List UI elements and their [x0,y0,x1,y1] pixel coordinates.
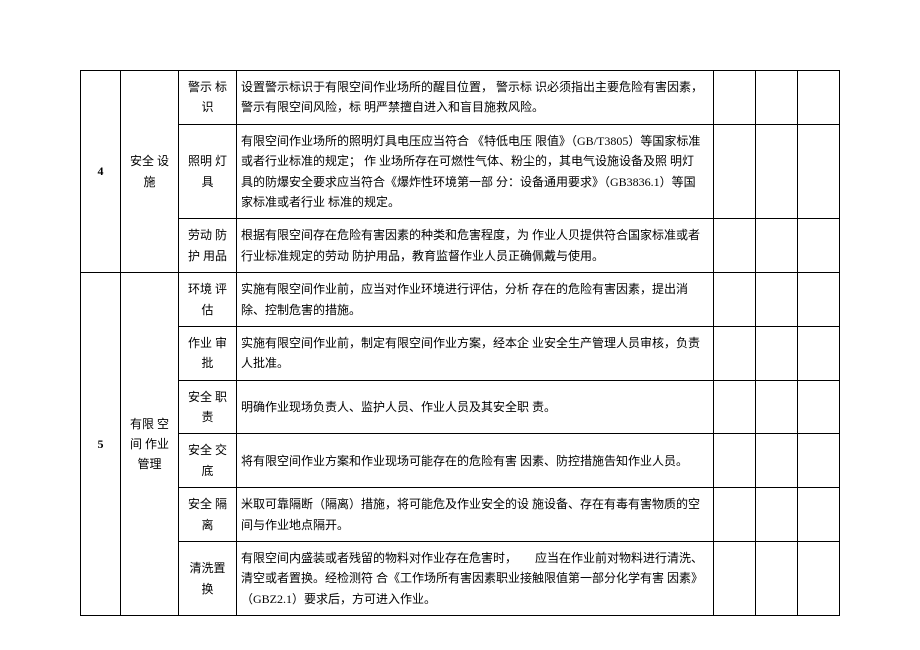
row-subcategory: 清洗置换 [179,542,237,616]
row-description: 有限空间内盛装或者残留的物料对作业存在危害时， 应当在作业前对物料进行清洗、清空… [237,542,714,616]
row-number: 5 [81,273,121,616]
empty-cell [714,542,756,616]
row-description: 米取可靠隔断（隔离）措施，将可能危及作业安全的设 施设备、存在有毒有害物质的空间… [237,488,714,542]
safety-table: 4 安全 设施 警示 标识 设置警示标识于有限空间作业场所的醒目位置， 警示标 … [80,70,840,616]
table-row: 安全 隔离 米取可靠隔断（隔离）措施，将可能危及作业安全的设 施设备、存在有毒有… [81,488,840,542]
row-category: 有限 空间 作业管理 [121,273,179,616]
empty-cell [756,219,798,273]
empty-cell [798,326,840,380]
empty-cell [714,71,756,125]
table-row: 4 安全 设施 警示 标识 设置警示标识于有限空间作业场所的醒目位置， 警示标 … [81,71,840,125]
table-row: 作业 审批 实施有限空间作业前，制定有限空间作业方案，经本企 业安全生产管理人员… [81,326,840,380]
row-subcategory: 环境 评估 [179,273,237,327]
empty-cell [714,488,756,542]
empty-cell [714,219,756,273]
row-subcategory: 安全 交底 [179,434,237,488]
row-description: 明确作业现场负责人、监护人员、作业人员及其安全职 责。 [237,380,714,434]
empty-cell [756,326,798,380]
row-category: 安全 设施 [121,71,179,273]
table-row: 劳动 防护 用品 根据有限空间存在危险有害因素的种类和危害程度，为 作业人贝提供… [81,219,840,273]
row-description: 有限空间作业场所的照明灯具电压应当符合 《特低电压 限值》（GB/T3805）等… [237,124,714,219]
empty-cell [798,273,840,327]
empty-cell [714,434,756,488]
empty-cell [798,124,840,219]
table-row: 5 有限 空间 作业管理 环境 评估 实施有限空间作业前，应当对作业环境进行评估… [81,273,840,327]
empty-cell [756,273,798,327]
row-subcategory: 劳动 防护 用品 [179,219,237,273]
row-description: 实施有限空间作业前，应当对作业环境进行评估，分析 存在的危险有害因素，提出消除、… [237,273,714,327]
empty-cell [756,71,798,125]
row-subcategory: 照明 灯具 [179,124,237,219]
row-description: 设置警示标识于有限空间作业场所的醒目位置， 警示标 识必须指出主要危险有害因素，… [237,71,714,125]
row-description: 将有限空间作业方案和作业现场可能存在的危险有害 因素、防控措施告知作业人员。 [237,434,714,488]
table-row: 照明 灯具 有限空间作业场所的照明灯具电压应当符合 《特低电压 限值》（GB/T… [81,124,840,219]
empty-cell [798,380,840,434]
table-row: 安全 职责 明确作业现场负责人、监护人员、作业人员及其安全职 责。 [81,380,840,434]
empty-cell [798,488,840,542]
empty-cell [756,542,798,616]
empty-cell [756,380,798,434]
row-subcategory: 安全 隔离 [179,488,237,542]
empty-cell [714,273,756,327]
row-subcategory: 安全 职责 [179,380,237,434]
empty-cell [714,380,756,434]
row-description: 实施有限空间作业前，制定有限空间作业方案，经本企 业安全生产管理人员审核，负责人… [237,326,714,380]
empty-cell [714,326,756,380]
empty-cell [756,434,798,488]
empty-cell [798,71,840,125]
table-row: 安全 交底 将有限空间作业方案和作业现场可能存在的危险有害 因素、防控措施告知作… [81,434,840,488]
table-row: 清洗置换 有限空间内盛装或者残留的物料对作业存在危害时， 应当在作业前对物料进行… [81,542,840,616]
row-subcategory: 警示 标识 [179,71,237,125]
empty-cell [714,124,756,219]
empty-cell [798,219,840,273]
empty-cell [798,542,840,616]
row-number: 4 [81,71,121,273]
empty-cell [756,124,798,219]
empty-cell [756,488,798,542]
empty-cell [798,434,840,488]
row-description: 根据有限空间存在危险有害因素的种类和危害程度，为 作业人贝提供符合国家标准或者行… [237,219,714,273]
row-subcategory: 作业 审批 [179,326,237,380]
